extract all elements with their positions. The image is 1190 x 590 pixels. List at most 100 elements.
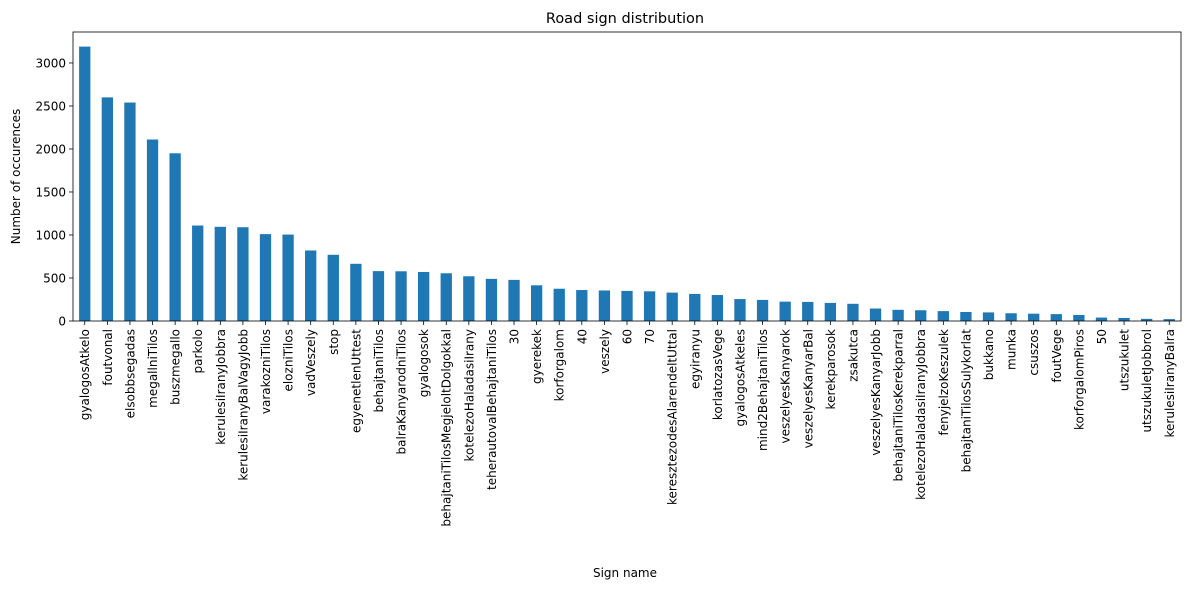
y-tick-label-2: 1000 xyxy=(35,228,66,242)
bar-14 xyxy=(395,271,407,321)
bar-41 xyxy=(1005,313,1017,321)
y-tick-label-1: 500 xyxy=(43,271,66,285)
x-tick-label-34: zsakutca xyxy=(846,329,860,382)
bar-18 xyxy=(485,278,498,321)
x-tick-label-20: gyerekek xyxy=(530,329,544,384)
y-tick-label-4: 2000 xyxy=(35,142,66,156)
bar-42 xyxy=(1028,313,1040,321)
x-tick-label-15: gyalogosok xyxy=(417,329,431,397)
bar-33 xyxy=(824,302,836,321)
x-tick-label-46: utszukulet xyxy=(1118,329,1132,391)
x-tick-label-2: elsobbsegadas xyxy=(123,329,137,418)
x-tick-label-39: behajtaniTilosSulykorlat xyxy=(959,329,973,473)
x-tick-label-27: egyiranyu xyxy=(688,329,702,389)
x-tick-label-45: 50 xyxy=(1095,329,1109,344)
bar-7 xyxy=(237,227,249,321)
x-tick-label-17: kotelezoHaladasiIrany xyxy=(462,329,476,461)
x-tick-label-26: keresztezodesAlarendeltUttal xyxy=(666,329,680,505)
y-axis: 0 500 1000 1500 2000 2500 3000 xyxy=(35,56,73,328)
bar-0 xyxy=(79,46,91,322)
x-tick-label-18: teherautovalBehajtaniTilos xyxy=(485,329,499,490)
x-tick-label-23: veszely xyxy=(598,329,612,374)
x-tick-label-19: 30 xyxy=(508,329,522,344)
bar-20 xyxy=(530,285,543,321)
x-tick-label-35: veszelyesKanyarJobb xyxy=(869,329,883,456)
y-tick-label-0: 0 xyxy=(58,314,66,328)
x-tick-label-25: 70 xyxy=(643,329,657,344)
x-axis: gyalogosAtkelo foutvonal elsobbsegadas mega… xyxy=(78,321,1177,527)
bar-39 xyxy=(960,311,972,321)
bar-45 xyxy=(1095,317,1108,321)
bar-19 xyxy=(508,279,520,321)
x-tick-label-43: foutVege xyxy=(1050,329,1064,383)
x-tick-label-22: 40 xyxy=(575,329,589,344)
bar-27 xyxy=(689,293,701,321)
bar-17 xyxy=(463,276,475,321)
bar-30 xyxy=(756,299,769,321)
x-tick-label-32: veszelyesKanyarBal xyxy=(801,329,815,448)
bar-44 xyxy=(1073,314,1085,321)
bar-32 xyxy=(802,301,814,321)
bar-12 xyxy=(350,263,362,321)
x-tick-label-47: utszukuletJobbrol xyxy=(1140,329,1154,433)
bar-10 xyxy=(305,250,317,321)
bar-26 xyxy=(666,292,678,321)
bar-35 xyxy=(869,308,882,321)
y-tick-label-3: 1500 xyxy=(35,185,66,199)
x-tick-label-3: megallniTilos xyxy=(146,329,160,408)
bar-23 xyxy=(598,290,611,321)
y-tick-label-6: 3000 xyxy=(35,56,66,70)
x-tick-label-29: gyalogosAtkeles xyxy=(733,329,747,427)
x-tick-label-31: veszelyesKanyarok xyxy=(779,329,793,444)
bar-48 xyxy=(1163,319,1175,321)
bar-22 xyxy=(576,290,588,321)
x-tick-label-4: buszmegallo xyxy=(169,329,183,405)
bar-11 xyxy=(327,254,339,321)
x-tick-label-37: kotelezoHaladasiIranyJobbra xyxy=(914,329,928,500)
x-tick-label-0: gyalogosAtkelo xyxy=(78,329,92,420)
bar-3 xyxy=(146,139,159,321)
y-axis-label: Number of occurences xyxy=(9,109,23,244)
x-axis-label: Sign name xyxy=(593,566,657,580)
bars xyxy=(79,46,1175,322)
x-tick-label-7: kerulesiIranyBalVagyJobb xyxy=(236,329,250,481)
x-tick-label-1: foutvonal xyxy=(101,329,115,386)
x-tick-label-44: korforgalomPiros xyxy=(1072,329,1086,430)
bar-34 xyxy=(847,303,859,321)
x-tick-label-21: korforgalom xyxy=(553,329,567,401)
y-tick-label-5: 2500 xyxy=(35,99,66,113)
x-tick-label-8: varakozniTilos xyxy=(259,329,273,414)
bar-25 xyxy=(643,291,656,321)
bar-36 xyxy=(892,309,904,321)
x-tick-label-11: stop xyxy=(327,329,341,355)
x-tick-label-16: behajtaniTilosMegjeloltDolgokkal xyxy=(440,329,454,527)
plot-frame xyxy=(72,31,1182,322)
bar-16 xyxy=(440,273,452,321)
x-tick-label-6: kerulesiIranyJobbra xyxy=(214,329,228,445)
bar-28 xyxy=(711,295,724,321)
bar-21 xyxy=(553,288,565,321)
x-tick-label-12: egyenetlenUttest xyxy=(349,329,363,433)
x-tick-label-42: csuszos xyxy=(1027,329,1041,376)
bar-40 xyxy=(982,312,995,321)
chart-title: Road sign distribution xyxy=(546,11,704,27)
x-tick-label-30: mind2BehajtaniTilos xyxy=(756,329,770,451)
x-tick-label-10: vadVeszely xyxy=(304,329,318,396)
bar-38 xyxy=(937,311,949,321)
x-tick-label-24: 60 xyxy=(621,329,635,344)
bar-13 xyxy=(372,271,385,321)
bar-2 xyxy=(124,102,136,322)
bar-5 xyxy=(192,225,204,321)
x-tick-label-14: balraKanyarodniTilos xyxy=(395,329,409,454)
bar-31 xyxy=(779,301,791,321)
x-tick-label-5: parkolo xyxy=(191,329,205,373)
x-tick-label-13: behajtaniTilos xyxy=(372,329,386,413)
bar-9 xyxy=(282,234,294,321)
bar-4 xyxy=(169,153,181,321)
x-tick-label-28: korlatozasVege xyxy=(711,329,725,420)
x-tick-label-40: bukkano xyxy=(982,329,996,380)
x-tick-label-48: kerulesiIranyBalra xyxy=(1163,329,1177,438)
bar-29 xyxy=(734,299,746,321)
bar-24 xyxy=(621,290,633,321)
